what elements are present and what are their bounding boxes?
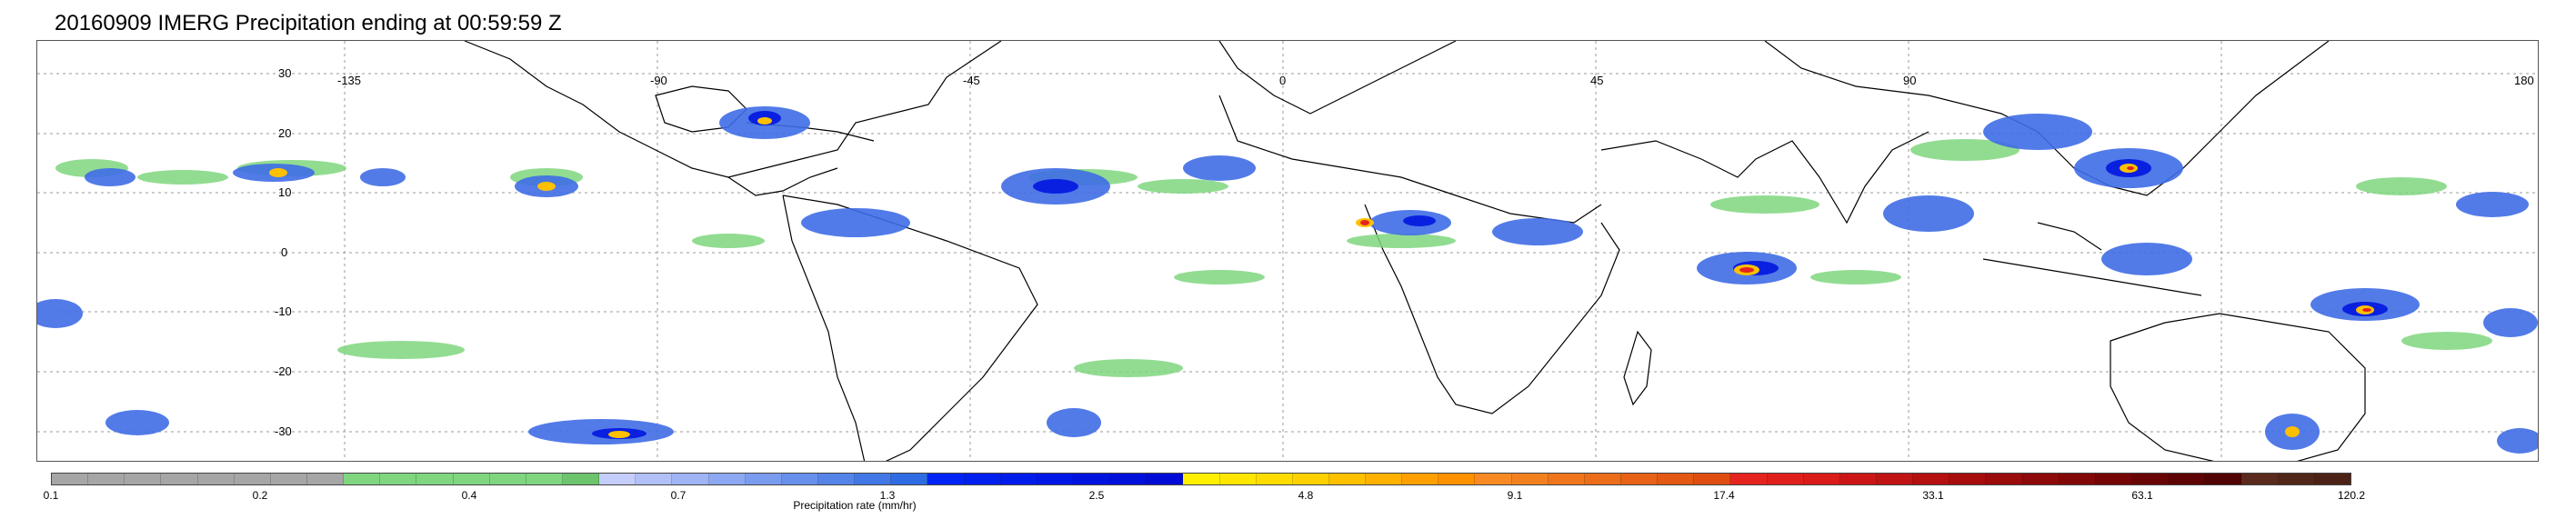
- colorbar-segment: [2169, 474, 2206, 484]
- longitude-labels: -135 -90 -45 0 45 90 180: [337, 74, 2534, 87]
- colorbar-segment: [125, 474, 162, 484]
- lat-label: 20: [278, 126, 291, 140]
- colorbar-segment: [1913, 474, 1950, 484]
- colorbar-tick-label: 1.3: [879, 489, 896, 502]
- colorbar-segment: [1803, 474, 1840, 484]
- colorbar-segment: [1548, 474, 1585, 484]
- colorbar-segment: [2314, 474, 2350, 484]
- colorbar-segment: [891, 474, 928, 484]
- colorbar-tick-label: 17.4: [1713, 489, 1735, 502]
- lat-label: 10: [278, 185, 291, 199]
- colorbar-segment: [964, 474, 1001, 484]
- colorbar-segment: [2022, 474, 2060, 484]
- latitude-labels: 30 20 10 0 -10 -20 -30: [275, 66, 292, 438]
- colorbar-segment: [1475, 474, 1512, 484]
- colorbar-segment: [161, 474, 198, 484]
- colorbar-segment: [2241, 474, 2279, 484]
- colorbar-segment: [1877, 474, 1914, 484]
- colorbar-segment: [1839, 474, 1878, 484]
- colorbar-tick-label: 0.1: [43, 489, 59, 502]
- colorbar-segment: [1584, 474, 1622, 484]
- colorbar-segment: [636, 474, 673, 484]
- colorbar-segment: [1219, 474, 1257, 484]
- colorbar-segment: [344, 474, 381, 484]
- colorbar-segment: [88, 474, 125, 484]
- colorbar-segment: [1000, 474, 1037, 484]
- colorbar-segment: [1256, 474, 1293, 484]
- colorbar-tick-label: 2.5: [1088, 489, 1105, 502]
- colorbar-segment: [1402, 474, 1439, 484]
- lon-label: 90: [1903, 74, 1916, 87]
- colorbar-tick-label: 4.8: [1298, 489, 1314, 502]
- colorbar-segment: [599, 474, 636, 484]
- colorbar-segment: [2278, 474, 2315, 484]
- colorbar-segment: [234, 474, 271, 484]
- colorbar-segment: [1183, 474, 1220, 484]
- colorbar-tick-label: 0.7: [670, 489, 687, 502]
- colorbar-tick-label: 0.2: [252, 489, 268, 502]
- graticule: [37, 41, 2538, 461]
- colorbar-segment: [306, 474, 345, 484]
- colorbar-segment: [2059, 474, 2096, 484]
- map-title: 20160909 IMERG Precipitation ending at 0…: [55, 11, 562, 35]
- colorbar-tick-label: 63.1: [2131, 489, 2153, 502]
- colorbar-tick-label: 120.2: [2337, 489, 2366, 502]
- precipitation-map: -135 -90 -45 0 45 90 180 30 20 10 0 -10 …: [36, 40, 2539, 462]
- lon-label: -90: [650, 74, 667, 87]
- colorbar-segment: [1328, 474, 1367, 484]
- colorbar-label: Precipitation rate (mm/hr): [793, 499, 917, 512]
- colorbar-tick-label: 33.1: [1922, 489, 1944, 502]
- colorbar-segment: [1767, 474, 1804, 484]
- colorbar-segment: [672, 474, 709, 484]
- colorbar-segment: [1950, 474, 1987, 484]
- colorbar-segment: [1366, 474, 1403, 484]
- lon-label: 180: [2514, 74, 2534, 87]
- colorbar-segment: [708, 474, 746, 484]
- colorbar-segment: [1511, 474, 1549, 484]
- colorbar-segment: [745, 474, 782, 484]
- colorbar-segment: [197, 474, 235, 484]
- colorbar-segment: [1037, 474, 1074, 484]
- colorbar-segment: [380, 474, 417, 484]
- colorbar-segment: [1438, 474, 1476, 484]
- colorbar-segment: [1621, 474, 1659, 484]
- precipitation-colorbar: [51, 473, 2351, 485]
- colorbar-segment: [562, 474, 600, 484]
- lat-label: 30: [278, 66, 291, 80]
- colorbar-segment: [1658, 474, 1695, 484]
- colorbar-segment: [2132, 474, 2170, 484]
- lat-label: 0: [281, 245, 287, 259]
- colorbar-segment: [1110, 474, 1148, 484]
- colorbar-segment: [1986, 474, 2023, 484]
- colorbar-segment: [927, 474, 965, 484]
- colorbar-segment: [453, 474, 490, 484]
- lat-label: -10: [275, 304, 292, 318]
- colorbar-tick-label: 0.4: [461, 489, 477, 502]
- colorbar-tick-labels: 0.1 0.2 0.4 0.7 1.3 2.5 4.8 9.1 17.4 33.1 63.1 120.…: [44, 489, 2365, 502]
- colorbar-segment: [1147, 474, 1184, 484]
- lon-label: -135: [337, 74, 361, 87]
- colorbar-segment: [2205, 474, 2242, 484]
- colorbar-segment: [1694, 474, 1731, 484]
- colorbar-segment: [416, 474, 454, 484]
- lon-label: 0: [1279, 74, 1286, 87]
- colorbar-segment: [526, 474, 563, 484]
- colorbar-segment: [817, 474, 856, 484]
- colorbar-segment: [1292, 474, 1329, 484]
- precipitation-field: [37, 106, 2538, 454]
- colorbar-segment: [1730, 474, 1768, 484]
- colorbar-segment: [2095, 474, 2133, 484]
- colorbar-segment: [270, 474, 307, 484]
- lon-label: 45: [1590, 74, 1603, 87]
- colorbar-segment: [52, 474, 89, 484]
- colorbar-tick-label: 9.1: [1507, 489, 1523, 502]
- colorbar-segment: [855, 474, 892, 484]
- lon-label: -45: [963, 74, 980, 87]
- colorbar-segment: [1073, 474, 1111, 484]
- lat-label: -20: [275, 364, 292, 378]
- coastlines: [464, 41, 2366, 461]
- colorbar-segment: [489, 474, 526, 484]
- colorbar-segment: [781, 474, 818, 484]
- lat-label: -30: [275, 424, 292, 438]
